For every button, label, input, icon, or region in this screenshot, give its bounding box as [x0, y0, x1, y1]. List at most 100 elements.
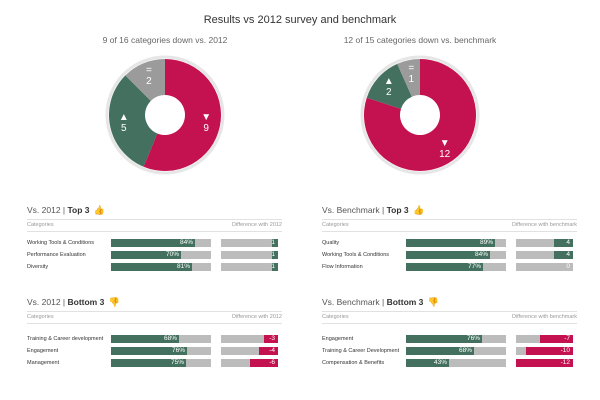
- row-category: Working Tools & Conditions: [27, 240, 95, 246]
- score-bar: 89%: [406, 239, 506, 247]
- thumbs-up-icon: 👍: [413, 205, 425, 215]
- donut-slice-up: [366, 63, 412, 109]
- donut-chart-2012: ▼9 ▲5 =2: [105, 55, 225, 175]
- donut-slice-up: [108, 75, 158, 167]
- difference-value: -10: [560, 347, 570, 354]
- difference-bar: 0: [516, 263, 573, 271]
- section-title: Vs. Benchmark | Top 3 👍: [322, 205, 577, 216]
- table-row: Management 75% -6: [27, 359, 282, 371]
- table-row: Engagement 76% -7: [322, 335, 577, 347]
- section-title-prefix: Vs. Benchmark |: [322, 205, 387, 215]
- score-value: 77%: [467, 263, 481, 270]
- row-category: Training & Career development: [27, 336, 104, 342]
- table-row: Training & Career development 68% -3: [27, 335, 282, 347]
- column-header-categories: Categories: [27, 222, 54, 228]
- difference-value: -6: [269, 359, 275, 366]
- section-title: Vs. 2012 | Bottom 3 👎: [27, 297, 282, 308]
- divider: [27, 311, 282, 312]
- row-category: Working Tools & Conditions: [322, 252, 390, 258]
- score-value: 68%: [458, 347, 472, 354]
- difference-bar-fill: [525, 347, 573, 355]
- score-value: 84%: [179, 239, 193, 246]
- column-header-categories: Categories: [27, 314, 54, 320]
- difference-value: 1: [271, 239, 275, 246]
- section-title-bold: Top 3: [386, 205, 409, 215]
- donut-equal-arrow-icon: =: [146, 65, 152, 76]
- table-row: Training & Career Development 68% -10: [322, 347, 577, 359]
- score-bar-fill: [111, 359, 186, 367]
- difference-bar: 4: [516, 251, 573, 259]
- donut-equal-value: 2: [146, 76, 152, 87]
- donut-chart-benchmark: ▼12 ▲2 =1: [360, 55, 480, 175]
- donut-slice-equal: [397, 59, 420, 97]
- row-category: Training & Career Development: [322, 348, 400, 354]
- score-bar: 76%: [406, 335, 506, 343]
- divider: [322, 219, 577, 220]
- score-bar: 81%: [111, 263, 211, 271]
- score-bar-fill: [406, 251, 490, 259]
- difference-value: -12: [560, 359, 570, 366]
- difference-bar-fill: [554, 251, 573, 259]
- donut-equal-value: 1: [408, 74, 414, 85]
- score-bar-fill: [406, 239, 495, 247]
- section-title-bold: Bottom 3: [67, 297, 105, 307]
- row-category: Quality: [322, 240, 340, 246]
- section-bottom3-vs-benchmark: Vs. Benchmark | Bottom 3 👎 Categories Di…: [322, 297, 577, 371]
- difference-bar-fill: [249, 359, 278, 367]
- page-title: Results vs 2012 survey and benchmark: [203, 14, 397, 26]
- difference-bar-fill: [272, 263, 278, 271]
- row-category: Engagement: [322, 336, 354, 342]
- divider: [27, 323, 282, 324]
- column-header-difference: Difference with benchmark: [511, 314, 577, 320]
- score-value: 89%: [479, 239, 493, 246]
- row-category: Engagement: [27, 348, 59, 354]
- difference-value: 0: [566, 263, 570, 270]
- score-value: 84%: [474, 251, 488, 258]
- difference-bar-fill: [272, 239, 278, 247]
- difference-bar: -12: [516, 359, 573, 367]
- difference-bar: 1: [221, 251, 278, 259]
- score-bar: 76%: [111, 347, 211, 355]
- difference-bar: -6: [221, 359, 278, 367]
- donut-up-arrow-icon: ▲: [384, 76, 394, 87]
- score-bar: 77%: [406, 263, 506, 271]
- score-bar: 75%: [111, 359, 211, 367]
- score-bar-fill: [111, 335, 179, 343]
- difference-bar: 1: [221, 263, 278, 271]
- difference-bar: -4: [221, 347, 278, 355]
- divider: [27, 231, 282, 232]
- chart-title-2012: 9 of 16 categories down vs. 2012: [102, 35, 228, 45]
- difference-bar: -7: [516, 335, 573, 343]
- difference-bar: 1: [221, 239, 278, 247]
- difference-value: 1: [271, 251, 275, 258]
- difference-bar-fill: [272, 251, 278, 259]
- table-row: Flow Information 77% 0: [322, 263, 577, 275]
- section-title-bold: Bottom 3: [386, 297, 424, 307]
- score-value: 76%: [466, 335, 480, 342]
- score-bar-fill: [111, 251, 181, 259]
- section-top3-vs-benchmark: Vs. Benchmark | Top 3 👍 Categories Diffe…: [322, 205, 577, 275]
- section-title-bold: Top 3: [67, 205, 90, 215]
- donut-up-value: 5: [121, 123, 127, 134]
- table-row: Quality 89% 4: [322, 239, 577, 251]
- score-bar-fill: [111, 347, 187, 355]
- thumbs-up-icon: 👍: [93, 205, 106, 215]
- score-bar-fill: [406, 347, 474, 355]
- chart-title-benchmark: 12 of 15 categories down vs. benchmark: [343, 35, 497, 45]
- row-category: Compensation & Benefits: [322, 360, 385, 366]
- donut-slice-down: [143, 59, 221, 171]
- difference-value: 4: [566, 239, 570, 246]
- donut-up-value: 2: [386, 87, 392, 98]
- score-bar: 84%: [111, 239, 211, 247]
- donut-down-arrow-icon: ▼: [201, 112, 211, 123]
- donut-slice-equal: [125, 59, 165, 101]
- score-bar: 68%: [111, 335, 211, 343]
- column-header-difference: Difference with benchmark: [511, 222, 577, 228]
- donut-outer-ring: [360, 55, 480, 175]
- difference-bar: 4: [516, 239, 573, 247]
- difference-value: 4: [566, 251, 570, 258]
- section-title: Vs. Benchmark | Bottom 3 👎: [322, 297, 577, 308]
- difference-bar: -10: [516, 347, 573, 355]
- score-bar-fill: [406, 263, 483, 271]
- divider: [27, 219, 282, 220]
